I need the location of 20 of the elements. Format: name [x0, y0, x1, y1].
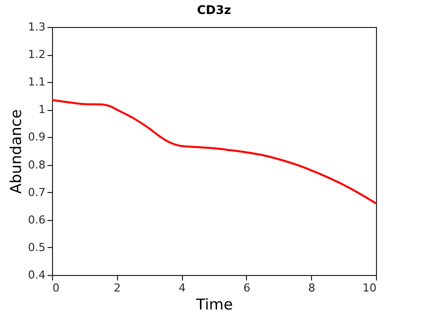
- x-tick-label: 2: [114, 282, 121, 294]
- y-tick-label: 0.5: [28, 240, 46, 254]
- y-tick-label: 1.2: [28, 48, 46, 62]
- y-axis-title: Abundance: [7, 109, 26, 194]
- x-tick-label: 6: [243, 282, 250, 294]
- x-tick-label: 0: [52, 282, 60, 294]
- y-tick-label: 1.1: [28, 76, 46, 89]
- y-tick-label: 0.4: [28, 268, 46, 282]
- y-tick-label: 0.7: [28, 186, 46, 199]
- x-tick-label: 4: [178, 282, 186, 294]
- y-tick-label: 0.8: [28, 158, 46, 172]
- x-tick-label: 8: [308, 282, 316, 294]
- line-series: [51, 99, 377, 204]
- x-axis-title: Time: [195, 296, 233, 314]
- y-tick-label: 0.6: [28, 213, 46, 226]
- y-tick-label: 1: [38, 103, 46, 116]
- y-tick-label: 0.9: [28, 130, 46, 144]
- chart-title: CD3z: [196, 3, 232, 17]
- x-tick-label: 10: [362, 282, 376, 294]
- y-tick-label: 1.3: [28, 20, 46, 34]
